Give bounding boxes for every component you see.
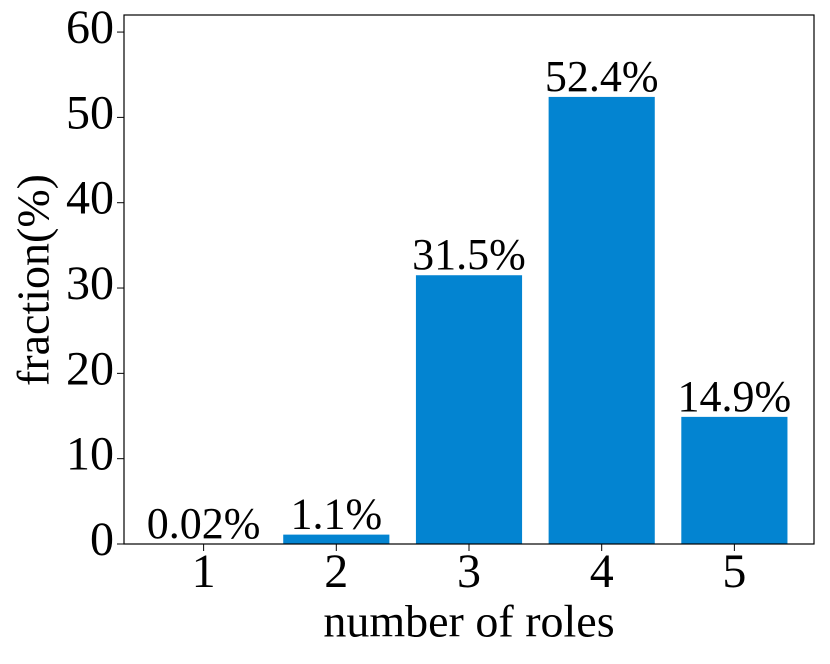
x-tick-label: 1 (192, 545, 216, 598)
x-tick-label: 5 (722, 545, 746, 598)
value-label: 14.9% (678, 372, 792, 421)
x-tick-label: 4 (590, 545, 614, 598)
bar (283, 534, 390, 544)
y-tick-label: 30 (66, 257, 114, 310)
y-tick-label: 10 (66, 428, 114, 481)
value-label: 31.5% (412, 230, 526, 279)
bar (681, 416, 788, 544)
x-tick-label: 2 (324, 545, 348, 598)
y-tick-label: 20 (66, 342, 114, 395)
y-tick-label: 40 (66, 172, 114, 225)
bar (415, 275, 523, 544)
value-label: 1.1% (290, 490, 382, 539)
value-label: 0.02% (147, 499, 261, 548)
y-tick-label: 60 (66, 1, 114, 54)
plot-frame (123, 14, 815, 545)
bar (548, 96, 655, 545)
y-tick-label: 50 (66, 86, 114, 139)
value-label: 52.4% (545, 52, 659, 101)
y-tick-label: 0 (90, 513, 114, 566)
x-axis-label: number of roles (323, 596, 614, 647)
x-tick-label: 3 (457, 545, 481, 598)
y-axis-label: fraction(%) (8, 174, 59, 386)
